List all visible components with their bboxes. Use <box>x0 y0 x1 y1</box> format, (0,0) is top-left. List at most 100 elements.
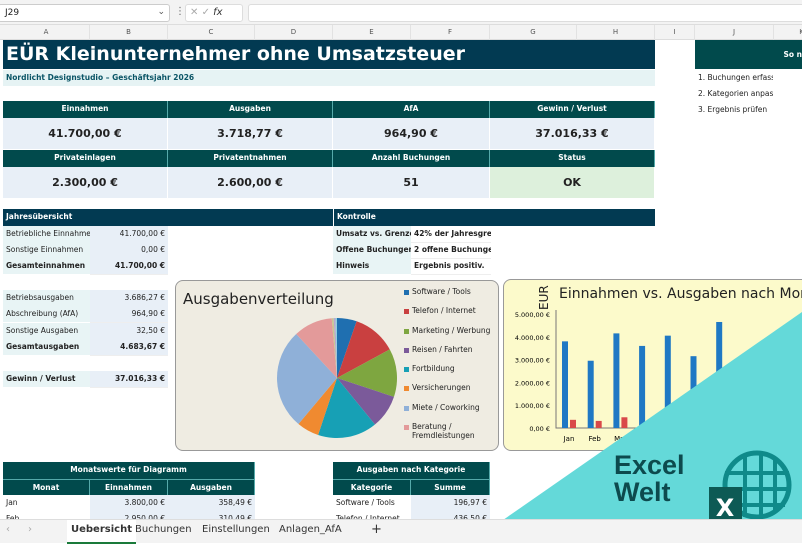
kpi-value: 2.600,00 € <box>168 167 332 198</box>
howto-step: 2. Kategorien anpassen <box>698 89 773 98</box>
column-header[interactable]: D <box>255 25 333 40</box>
bar[interactable] <box>570 419 576 428</box>
row-value[interactable]: 4.683,67 € <box>90 338 168 356</box>
kpi-value: 964,90 € <box>333 118 489 149</box>
legend-swatch <box>404 367 409 373</box>
row-label: Gesamteinnahmen <box>3 258 90 275</box>
more-icon[interactable]: ⋮ <box>175 6 185 17</box>
bar[interactable] <box>562 341 568 428</box>
kpi-label: Privateinlagen <box>3 150 168 167</box>
legend-swatch <box>404 386 409 392</box>
column-header[interactable]: F <box>411 25 490 40</box>
row-label: Hinweis <box>333 258 411 275</box>
column-header-0: Kategorie <box>333 479 411 495</box>
column-header[interactable]: A <box>3 25 90 40</box>
tab-anlagen-afa[interactable]: Anlagen_AfA <box>279 524 342 535</box>
column-header[interactable]: K <box>774 25 802 40</box>
prev-sheet-icon[interactable]: ‹ <box>6 524 10 535</box>
table-cell[interactable]: Jan <box>3 495 90 512</box>
legend-label: Marketing / Werbung <box>412 325 491 335</box>
page-title: EÜR Kleinunternehmer ohne Umsatzsteuer <box>3 40 655 69</box>
logo-text: Excel Welt <box>614 452 685 506</box>
pie-slice[interactable] <box>318 378 375 438</box>
pie-slice[interactable] <box>337 378 394 425</box>
bar[interactable] <box>587 360 594 428</box>
row-value[interactable]: 37.016,33 € <box>90 371 168 388</box>
row-value[interactable]: 2 offene Buchungen <box>411 242 491 259</box>
pie-slice[interactable] <box>337 321 390 378</box>
legend-item: Beratung / Fremdleistungen <box>404 422 500 441</box>
name-box[interactable]: J29 ⌄ <box>0 4 170 22</box>
legend-item: Telefon / Internet <box>404 306 500 325</box>
pie-svg <box>277 318 397 438</box>
column-header[interactable]: E <box>333 25 411 40</box>
kpi-value: 2.300,00 € <box>3 167 167 198</box>
table-cell[interactable]: Software / Tools <box>333 495 411 512</box>
row-label: Gewinn / Verlust <box>3 371 90 388</box>
name-box-value: J29 <box>5 8 20 18</box>
row-value[interactable]: 41.700,00 € <box>90 258 168 275</box>
legend-item: Software / Tools <box>404 287 500 306</box>
kpi-label: Ausgaben <box>168 101 333 118</box>
jahresuebersicht-header: Jahresübersicht <box>3 209 333 226</box>
tab-buchungen[interactable]: Buchungen <box>135 524 192 535</box>
logo-badge: X <box>716 494 735 522</box>
legend-label: Telefon / Internet <box>412 306 476 316</box>
pie-slice[interactable] <box>298 378 337 435</box>
confirm-icon[interactable]: ✓ <box>201 7 210 18</box>
column-header[interactable]: I <box>655 25 695 40</box>
pie-slice[interactable] <box>277 334 337 424</box>
fx-icon[interactable]: fx <box>213 7 223 18</box>
legend-item: Marketing / Werbung <box>404 326 500 345</box>
kategorien-header: Ausgaben nach Kategorie <box>333 462 490 479</box>
bar[interactable] <box>664 335 671 428</box>
pie-slice[interactable] <box>337 318 357 378</box>
bar-chart-title: Einnahmen vs. Ausgaben nach Mon <box>559 286 802 302</box>
pie-slice[interactable] <box>333 318 337 378</box>
kpi-value: 41.700,00 € <box>3 118 167 149</box>
legend-label: Beratung / Fremdleistungen <box>412 422 475 441</box>
add-sheet-button[interactable]: + <box>371 522 382 537</box>
x-tick-label: Feb <box>588 435 601 443</box>
kpi-label: Einnahmen <box>3 101 168 118</box>
pie-slice[interactable] <box>337 349 397 397</box>
row-value[interactable]: Ergebnis positiv. <box>411 258 491 275</box>
pie-chart-title: Ausgabenverteilung <box>183 290 334 308</box>
legend-label: Miete / Coworking <box>412 402 480 412</box>
legend-swatch <box>404 328 409 334</box>
column-header[interactable]: J <box>695 25 774 40</box>
howto-header: So n <box>695 40 802 69</box>
column-header[interactable]: C <box>168 25 255 40</box>
cancel-icon[interactable]: ✕ <box>190 7 199 18</box>
tab-uebersicht[interactable]: Uebersicht <box>67 520 136 544</box>
kontrolle-header: Kontrolle <box>334 209 655 226</box>
pie-slice[interactable] <box>296 318 337 378</box>
next-sheet-icon[interactable]: › <box>28 524 32 535</box>
column-header[interactable]: G <box>490 25 577 40</box>
column-header[interactable]: B <box>90 25 168 40</box>
legend-swatch <box>404 290 409 295</box>
bar[interactable] <box>595 420 602 428</box>
pie-slice[interactable] <box>335 318 337 378</box>
legend-swatch <box>404 425 409 431</box>
row-value[interactable]: 42% der Jahresgrenze genutzt <box>411 226 491 243</box>
legend-item: Versicherungen <box>404 383 500 402</box>
y-tick-label: 0,00 € <box>529 425 550 433</box>
pie-chart[interactable]: Ausgabenverteilung Software / Tools Telef… <box>175 280 499 451</box>
x-tick-label: Jan <box>563 435 575 443</box>
sheet-tab-bar: ‹ › Uebersicht Buchungen Einstellungen A… <box>0 519 802 544</box>
formula-input[interactable] <box>248 4 802 22</box>
column-header[interactable]: H <box>577 25 655 40</box>
pie-slice[interactable] <box>331 318 337 378</box>
legend-swatch <box>404 309 409 315</box>
chevron-down-icon[interactable]: ⌄ <box>157 7 165 17</box>
tab-einstellungen[interactable]: Einstellungen <box>202 524 270 535</box>
bar[interactable] <box>639 345 646 428</box>
column-header-1: Summe <box>411 479 490 495</box>
legend-item: Reisen / Fahrten <box>404 345 500 364</box>
howto-step: 3. Ergebnis prüfen <box>698 105 768 114</box>
bar[interactable] <box>613 333 620 428</box>
bar[interactable] <box>621 417 628 428</box>
kpi-value: 51 <box>333 167 489 198</box>
